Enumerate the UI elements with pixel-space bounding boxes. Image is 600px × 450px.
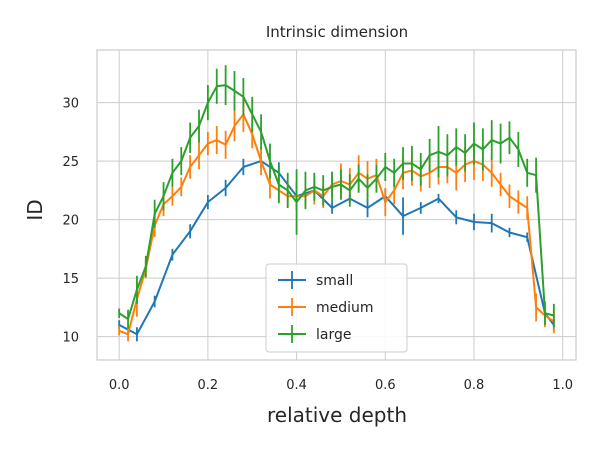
legend-item-small: small <box>278 271 353 289</box>
y-axis-label: ID <box>23 199 47 220</box>
y-tick-label: 15 <box>62 272 79 287</box>
series-large <box>118 65 555 329</box>
series-line-small <box>118 160 555 336</box>
chart-title: Intrinsic dimension <box>266 23 408 41</box>
x-tick-label: 0.4 <box>286 378 307 393</box>
y-tick-label: 20 <box>62 214 79 229</box>
x-tick-label: 0.2 <box>198 378 219 393</box>
legend-box <box>265 263 408 353</box>
legend-label-large: large <box>316 327 351 343</box>
legend: small medium large <box>265 263 408 353</box>
y-tick-label: 30 <box>62 97 79 112</box>
x-tick-label: 0.6 <box>375 378 396 393</box>
plot-border <box>96 49 577 361</box>
series-line-medium <box>118 113 555 336</box>
series-line-large <box>118 84 555 321</box>
y-tick-label: 10 <box>62 331 79 346</box>
x-tick-label: 0.0 <box>109 378 130 393</box>
legend-label-small: small <box>316 273 353 289</box>
series-layer <box>118 65 555 342</box>
plot-frame <box>96 49 577 361</box>
x-tick-label: 1.0 <box>552 378 573 393</box>
y-tick-label: 25 <box>62 155 79 170</box>
x-tick-label: 0.8 <box>464 378 485 393</box>
legend-label-medium: medium <box>316 300 374 316</box>
legend-item-medium: medium <box>278 298 374 316</box>
tick-labels: 0.0 0.2 0.4 0.6 0.8 1.0 10 15 20 25 30 <box>62 97 573 393</box>
legend-item-large: large <box>278 325 351 343</box>
x-axis-label: relative depth <box>267 403 407 427</box>
